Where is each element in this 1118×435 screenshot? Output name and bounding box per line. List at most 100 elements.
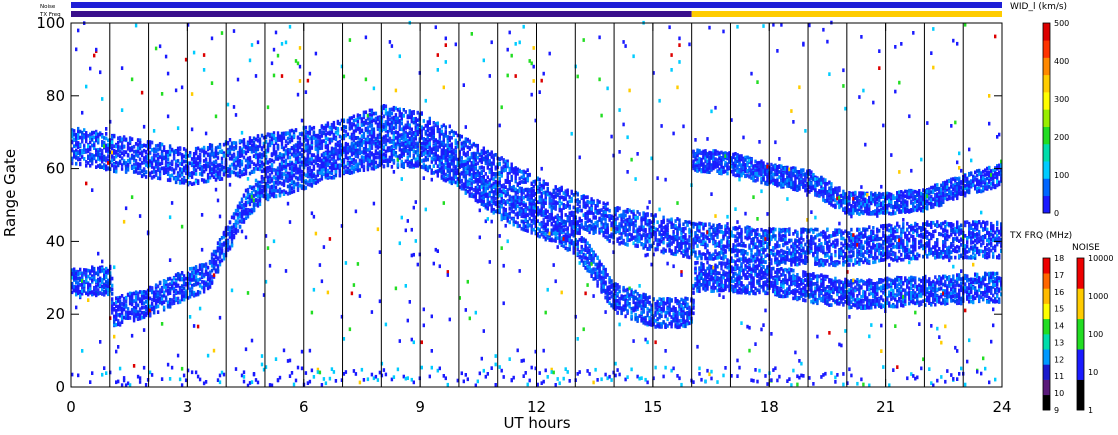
echo-cell: [103, 154, 106, 159]
echo-cell: [366, 165, 370, 170]
echo-cell: [460, 134, 463, 139]
echo-cell: [248, 141, 252, 145]
echo-cell: [364, 35, 368, 40]
echo-cell: [176, 173, 180, 177]
echo-cell: [330, 138, 334, 142]
echo-cell: [210, 275, 214, 279]
echo-cell: [136, 143, 140, 147]
echo-cell: [130, 333, 134, 338]
echo-cell: [117, 136, 120, 141]
echo-cell: [244, 196, 248, 200]
echo-cell: [300, 349, 304, 354]
echo-cell: [89, 270, 92, 275]
echo-cell: [160, 166, 164, 171]
echo-cell: [232, 166, 236, 170]
echo-cell: [308, 379, 312, 384]
echo-cell: [194, 151, 198, 156]
echo-cell: [342, 170, 346, 174]
echo-cell: [280, 189, 284, 194]
echo-cell: [164, 297, 168, 302]
echo-cell: [316, 150, 320, 155]
echo-cell: [308, 146, 312, 151]
echo-cell: [300, 366, 304, 371]
echo-cell: [366, 160, 370, 165]
echo-cell: [204, 270, 208, 274]
echo-cell: [366, 140, 370, 145]
echo-cell: [234, 172, 238, 177]
echo-cell: [156, 291, 160, 296]
echo-cell: [120, 163, 124, 167]
echo-cell: [188, 153, 192, 158]
echo-cell: [77, 133, 80, 137]
echo-cell: [368, 138, 372, 142]
echo-cell: [117, 144, 120, 149]
echo-cell: [212, 260, 216, 265]
echo-cell: [85, 150, 88, 154]
echo-cell: [292, 189, 296, 194]
echo-cell: [370, 151, 374, 156]
echo-cell: [124, 169, 128, 174]
echo-cell: [156, 298, 160, 303]
echo-cell: [113, 307, 116, 311]
echo-cell: [206, 265, 210, 270]
echo-cell: [350, 166, 354, 171]
echo-cell: [294, 182, 298, 187]
echo-cell: [150, 165, 154, 169]
echo-cell: [360, 140, 364, 144]
echo-cell: [368, 113, 372, 117]
echo-cell: [160, 161, 164, 165]
echo-cell: [152, 310, 156, 315]
echo-cell: [196, 291, 200, 295]
echo-cell: [360, 162, 364, 166]
echo-cell: [128, 139, 132, 143]
echo-cell: [168, 150, 172, 154]
echo-cell: [222, 256, 226, 261]
echo-cell: [222, 232, 226, 236]
echo-cell: [140, 299, 144, 304]
echo-cell: [236, 161, 240, 166]
echo-cell: [166, 289, 170, 293]
echo-cell: [342, 119, 346, 124]
echo-cell: [306, 145, 310, 149]
echo-cell: [107, 161, 110, 165]
echo-cell: [95, 151, 98, 155]
echo-cell: [280, 131, 284, 136]
echo-cell: [374, 160, 378, 165]
echo-cell: [362, 378, 366, 382]
echo-cell: [200, 263, 204, 267]
echo-cell: [144, 299, 148, 304]
echo-cell: [188, 281, 192, 286]
echo-cell: [83, 150, 86, 154]
echo-cell: [290, 186, 294, 190]
echo-cell: [117, 322, 120, 327]
echo-cell: [168, 167, 172, 171]
echo-cell: [328, 137, 332, 142]
echo-cell: [120, 302, 124, 306]
echo-cell: [478, 235, 481, 240]
echo-cell: [296, 156, 300, 160]
echo-cell: [152, 147, 156, 152]
echo-cell: [298, 151, 302, 155]
echo-cell: [282, 181, 286, 186]
echo-cell: [168, 176, 172, 180]
echo-cell: [97, 132, 100, 137]
echo-cell: [172, 289, 176, 293]
echo-cell: [79, 278, 82, 282]
echo-cell: [346, 150, 350, 155]
echo-cell: [366, 153, 370, 157]
echo-cell: [118, 139, 122, 143]
echo-cell: [328, 132, 332, 136]
echo-cell: [400, 121, 403, 126]
echo-cell: [188, 273, 192, 278]
echo-cell: [244, 235, 248, 240]
echo-cell: [362, 150, 366, 154]
echo-cell: [122, 305, 126, 310]
echo-cell: [296, 92, 300, 97]
echo-cell: [176, 163, 180, 168]
echo-cell: [282, 172, 286, 176]
echo-cell: [236, 171, 240, 176]
echo-cell: [340, 378, 344, 382]
echo-cell: [376, 127, 380, 131]
echo-cell: [134, 293, 138, 297]
echo-cell: [288, 187, 292, 192]
